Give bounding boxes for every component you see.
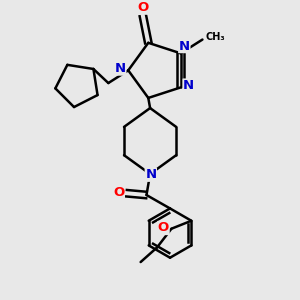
Text: N: N [115,62,126,75]
Text: N: N [183,79,194,92]
Text: O: O [158,221,169,235]
Text: O: O [137,1,148,14]
Text: CH₃: CH₃ [205,32,225,42]
Text: N: N [145,168,156,181]
Text: O: O [113,186,124,199]
Text: N: N [179,40,190,52]
